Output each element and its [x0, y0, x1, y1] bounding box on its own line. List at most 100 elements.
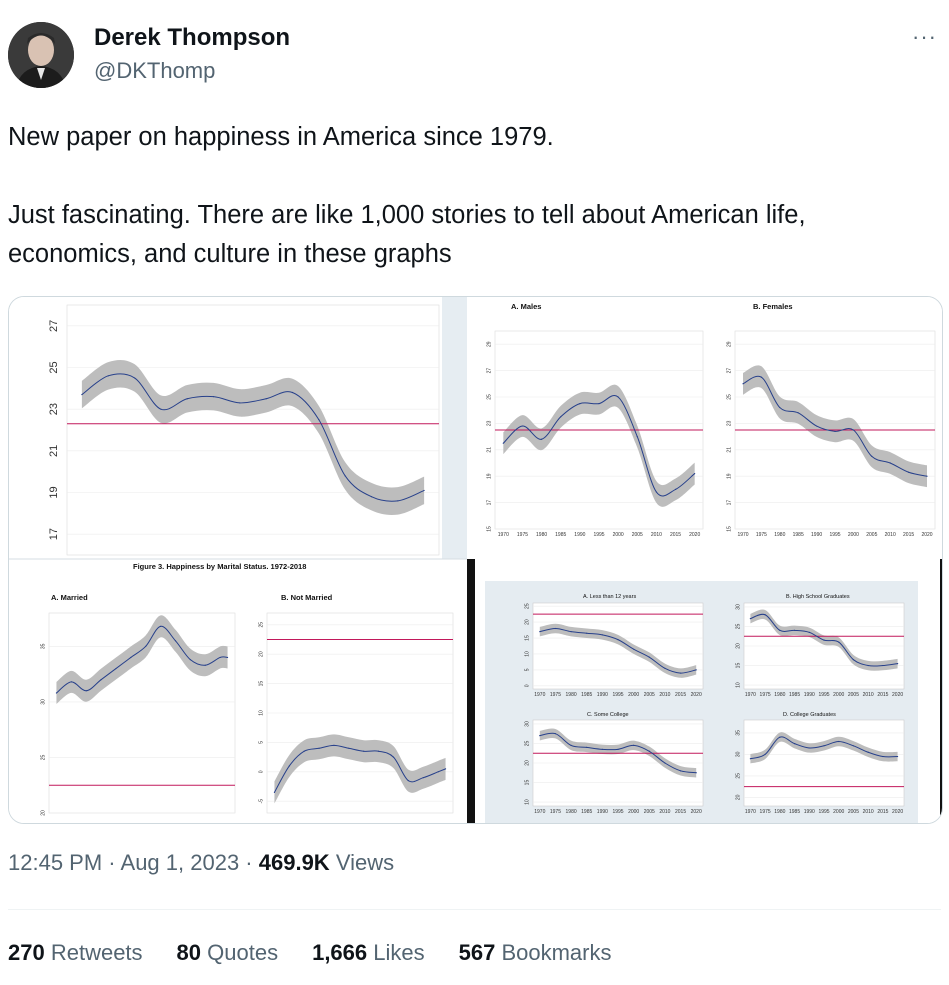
- x-tick-label: 1985: [789, 692, 800, 698]
- x-tick-label: 2005: [632, 532, 643, 538]
- data-point: [601, 748, 603, 750]
- data-point: [392, 756, 395, 758]
- y-tick-label: 35: [736, 730, 742, 736]
- panel-title: B. Not Married: [281, 593, 333, 602]
- y-tick-label: 21: [48, 445, 60, 457]
- x-tick-label: 1970: [737, 532, 748, 538]
- x-tick-label: 1985: [789, 809, 800, 815]
- data-point: [871, 455, 873, 457]
- y-tick-label: 10: [736, 682, 742, 688]
- x-tick-label: 2005: [848, 809, 859, 815]
- chart-panel-1: 15 17 19 21 23 25 27 29 1970 1975 1980 1985 1990 1995…: [487, 302, 704, 538]
- x-tick-label: 2020: [892, 692, 903, 698]
- data-point: [444, 768, 447, 770]
- more-options-icon[interactable]: ···: [912, 24, 937, 49]
- data-point: [422, 777, 424, 779]
- data-point: [160, 408, 162, 410]
- data-point: [779, 736, 781, 738]
- y-tick-label: 15: [736, 663, 742, 669]
- views-label: Views: [329, 850, 395, 875]
- panel-title: B. Females: [753, 302, 793, 311]
- retweets-count: 270: [8, 940, 45, 965]
- y-tick-label: 20: [259, 651, 265, 657]
- retweets-stat[interactable]: 270 Retweets: [8, 940, 143, 966]
- y-tick-label: 21: [727, 447, 733, 453]
- panel-title: A. Less than 12 years: [583, 594, 636, 600]
- data-point: [303, 750, 305, 752]
- bookmarks-stat[interactable]: 567 Bookmarks: [459, 940, 612, 966]
- data-point: [586, 746, 588, 748]
- y-tick-label: 10: [525, 799, 531, 805]
- x-tick-label: 1990: [804, 692, 815, 698]
- data-point: [107, 375, 109, 377]
- confidence-band: [743, 365, 927, 488]
- y-tick-label: -5: [259, 799, 265, 804]
- tweet-date[interactable]: Aug 1, 2023: [120, 850, 240, 875]
- likes-stat[interactable]: 1,666 Likes: [312, 940, 425, 966]
- data-point: [694, 472, 696, 475]
- y-tick-label: 20: [41, 810, 47, 816]
- x-tick-label: 1990: [811, 532, 822, 538]
- y-tick-label: 15: [727, 526, 733, 532]
- data-point: [648, 750, 650, 752]
- confidence-band: [503, 384, 695, 507]
- data-point: [664, 762, 666, 764]
- y-tick-label: 17: [487, 500, 493, 506]
- y-tick-label: 20: [525, 760, 531, 766]
- x-tick-label: 1975: [760, 809, 771, 815]
- data-point: [852, 429, 855, 431]
- data-point: [764, 753, 766, 755]
- data-point: [100, 679, 102, 681]
- bookmarks-label: Bookmarks: [495, 940, 612, 965]
- data-point: [81, 393, 83, 396]
- data-point: [212, 396, 215, 398]
- tweet-time[interactable]: 12:45 PM: [8, 850, 103, 875]
- likes-label: Likes: [367, 940, 425, 965]
- data-point: [617, 396, 619, 398]
- x-tick-label: 2015: [670, 532, 681, 538]
- chart-panel-0: 17 19 21 23 25 27: [48, 304, 440, 556]
- y-tick-label: 15: [525, 635, 531, 641]
- quotes-stat[interactable]: 80 Quotes: [177, 940, 279, 966]
- data-point: [186, 398, 188, 400]
- data-point: [407, 780, 409, 782]
- tweet-media-image[interactable]: 17 19 21 23 25 27 15 17 19 21 23 25 27 29 1970 1975 1980…: [8, 296, 943, 824]
- divider: [8, 909, 941, 910]
- data-point: [397, 500, 399, 502]
- data-point: [749, 758, 752, 760]
- data-point: [779, 629, 781, 631]
- x-tick-label: 1995: [829, 532, 840, 538]
- x-tick-label: 1970: [745, 692, 756, 698]
- retweets-label: Retweets: [44, 940, 143, 965]
- data-point: [189, 659, 191, 661]
- x-tick-label: 1970: [534, 692, 545, 698]
- y-tick-label: 5: [259, 741, 265, 744]
- y-tick-label: 15: [525, 780, 531, 786]
- data-point: [145, 645, 147, 647]
- y-tick-label: 30: [736, 604, 742, 610]
- data-point: [174, 640, 177, 642]
- y-tick-label: 25: [727, 394, 733, 400]
- panel-title: A. Married: [51, 593, 88, 602]
- y-tick-label: 30: [41, 699, 47, 705]
- data-point: [160, 625, 162, 627]
- x-tick-label: 1975: [550, 809, 561, 815]
- author-name[interactable]: Derek Thompson: [94, 24, 291, 51]
- y-tick-label: 27: [48, 320, 60, 332]
- y-tick-label: 5: [525, 668, 531, 671]
- data-point: [423, 489, 425, 492]
- data-point: [749, 618, 752, 620]
- data-point: [793, 629, 796, 631]
- avatar-image: [8, 22, 74, 88]
- y-tick-label: 30: [525, 721, 531, 727]
- tweet-meta: 12:45 PM · Aug 1, 2023 · 469.9K Views: [8, 850, 394, 876]
- y-tick-label: 23: [48, 403, 60, 415]
- data-point: [204, 664, 206, 666]
- y-tick-label: 25: [525, 603, 531, 609]
- data-point: [133, 377, 136, 379]
- data-point: [598, 403, 600, 405]
- author-handle[interactable]: @DKThomp: [94, 58, 216, 83]
- x-tick-label: 1985: [793, 532, 804, 538]
- author-avatar[interactable]: [8, 22, 74, 88]
- data-point: [867, 751, 869, 753]
